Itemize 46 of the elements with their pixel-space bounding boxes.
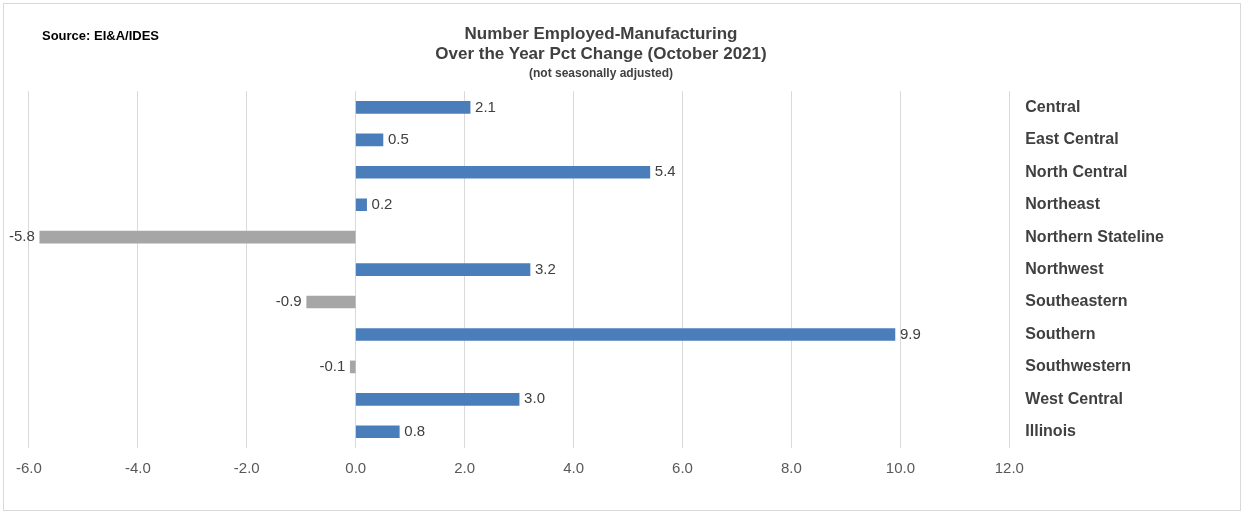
y-tick-label: North Central bbox=[1025, 162, 1128, 180]
y-tick-label: Southern bbox=[1025, 324, 1096, 342]
x-tick-label: -6.0 bbox=[15, 459, 42, 477]
data-label: 0.5 bbox=[387, 130, 409, 147]
bar bbox=[355, 328, 896, 341]
data-label: 9.9 bbox=[899, 324, 921, 342]
data-label: 0.2 bbox=[371, 194, 393, 212]
source-note: Source: EI&A/IDES bbox=[42, 28, 160, 43]
bar bbox=[355, 425, 400, 439]
y-tick-label: Illinois bbox=[1025, 422, 1077, 440]
y-tick-label: Northern Stateline bbox=[1025, 227, 1165, 245]
chart-subtitle: (not seasonally adjusted) bbox=[528, 66, 674, 81]
x-tick-label: 6.0 bbox=[672, 459, 693, 477]
bar bbox=[355, 393, 520, 406]
bar bbox=[355, 101, 471, 114]
y-tick-label: Southeastern bbox=[1025, 292, 1128, 310]
bar bbox=[306, 295, 356, 309]
y-tick-label: Northwest bbox=[1025, 260, 1105, 278]
y-tick-label: Central bbox=[1025, 97, 1081, 115]
x-tick-label: -4.0 bbox=[124, 459, 151, 477]
data-label: 2.1 bbox=[475, 97, 496, 115]
x-tick-label: -2.0 bbox=[233, 459, 260, 477]
x-tick-label: 0.0 bbox=[345, 459, 367, 477]
data-label: 5.4 bbox=[654, 162, 676, 180]
data-label: 0.8 bbox=[404, 421, 426, 439]
data-label: -0.9 bbox=[275, 292, 302, 310]
bar bbox=[355, 165, 651, 179]
y-tick-label: Southwestern bbox=[1025, 357, 1132, 375]
y-tick-label: Northeast bbox=[1025, 195, 1101, 213]
x-tick-label: 10.0 bbox=[885, 459, 915, 477]
bar bbox=[349, 360, 356, 374]
y-tick-label: East Central bbox=[1025, 130, 1119, 148]
bar bbox=[355, 198, 367, 212]
data-label: 3.0 bbox=[524, 389, 545, 407]
x-tick-label: 8.0 bbox=[781, 459, 802, 477]
x-tick-label: 4.0 bbox=[563, 459, 585, 477]
data-label: -0.1 bbox=[319, 357, 346, 375]
x-tick-label: 12.0 bbox=[994, 459, 1024, 477]
data-label: 3.2 bbox=[535, 259, 556, 277]
x-tick-label: 2.0 bbox=[454, 459, 476, 477]
bar bbox=[355, 263, 531, 276]
data-label: -5.8 bbox=[8, 227, 35, 245]
bar bbox=[355, 133, 384, 147]
chart-title: Number Employed-Manufacturing Over the Year Pct Change (October 2021) bbox=[435, 23, 767, 64]
y-tick-label: West Central bbox=[1025, 389, 1123, 407]
bar bbox=[39, 230, 356, 244]
